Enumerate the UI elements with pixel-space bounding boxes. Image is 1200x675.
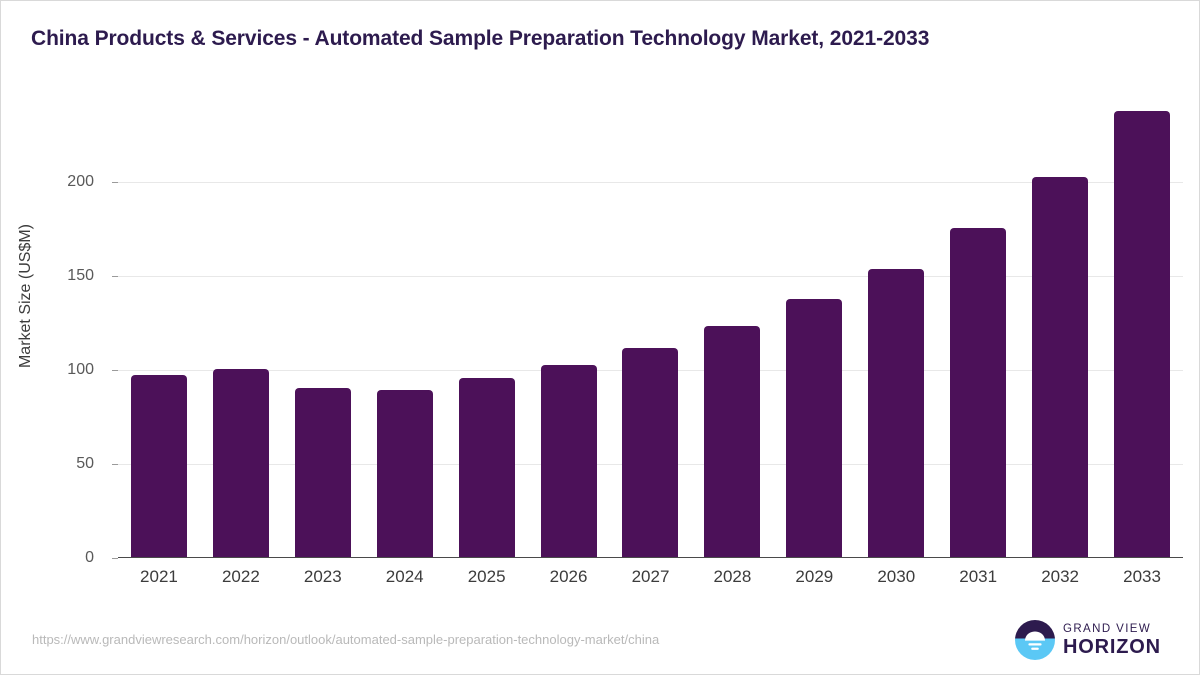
page-title: China Products & Services - Automated Sa… <box>31 27 930 50</box>
y-axis-tick-mark <box>112 558 118 559</box>
x-axis-tick-label: 2029 <box>795 567 834 586</box>
y-axis-tick-label: 100 <box>67 360 94 378</box>
x-axis-tick-label: 2024 <box>385 567 424 586</box>
x-axis-line <box>118 557 1183 558</box>
x-axis-tick-label: 2033 <box>1123 567 1161 586</box>
source-url-text: https://www.grandviewresearch.com/horizo… <box>32 632 660 647</box>
y-axis-tick-label: 150 <box>67 266 94 284</box>
logo-wordmark: GRAND VIEW HORIZON <box>1063 622 1175 658</box>
y-axis-tick-label: 50 <box>76 454 94 472</box>
bar-slot <box>364 85 446 557</box>
y-axis-tick-mark <box>112 463 118 465</box>
y-axis-title: Market Size (US$M) <box>17 223 34 369</box>
bar-slot <box>200 85 282 557</box>
bar-slot <box>282 85 364 557</box>
x-axis-tick-label: 2031 <box>959 567 998 586</box>
bar-slot <box>446 85 528 557</box>
x-axis-tick-label: 2023 <box>303 567 342 586</box>
bar[interactable] <box>212 368 269 557</box>
bar-slot <box>691 85 773 557</box>
bar-slot <box>118 85 200 557</box>
x-axis-tick-label: 2021 <box>140 567 178 586</box>
bar-slot <box>773 85 855 557</box>
bar-slot <box>1019 85 1101 557</box>
x-axis-tick-label: 2028 <box>713 567 752 586</box>
bar-slot <box>610 85 692 557</box>
horizon-logo-icon <box>1015 620 1055 660</box>
y-axis-tick-labels: 0 50 100 150 200 <box>1 86 106 566</box>
y-axis-tick-mark <box>112 369 118 371</box>
logo-line-1: GRAND VIEW <box>1063 623 1152 635</box>
x-axis-tick-label: 2032 <box>1041 567 1080 586</box>
y-axis-tick-mark <box>112 275 118 277</box>
y-axis-tick-label: 200 <box>67 172 94 190</box>
gridline <box>118 275 1183 277</box>
bar[interactable] <box>622 348 679 557</box>
bar[interactable] <box>130 374 187 557</box>
bar[interactable] <box>704 325 761 557</box>
y-axis-tick-mark <box>112 181 118 183</box>
x-axis-tick-labels: 2021 2022 2023 2024 2025 2026 2027 2028 2029 2030… <box>118 567 1183 597</box>
bar[interactable] <box>950 227 1007 557</box>
x-axis-tick-label: 2027 <box>631 567 670 586</box>
x-axis-tick-label: 2026 <box>549 567 588 586</box>
bar-slot <box>528 85 610 557</box>
x-axis-tick-label: 2030 <box>877 567 916 586</box>
gridline <box>118 181 1183 183</box>
logo-line-2: HORIZON <box>1063 636 1161 658</box>
y-axis-tick-label: 0 <box>85 549 94 566</box>
bar[interactable] <box>868 269 925 557</box>
bar[interactable] <box>294 387 351 557</box>
x-axis-tick-label: 2025 <box>467 567 506 586</box>
bar[interactable] <box>376 389 433 557</box>
bar[interactable] <box>458 378 515 557</box>
x-axis-tick-label: 2022 <box>221 567 260 586</box>
bar-slot <box>1101 85 1183 557</box>
bar-slot <box>855 85 937 557</box>
bar-slot <box>937 85 1019 557</box>
bar[interactable] <box>1032 177 1089 557</box>
bar[interactable] <box>1114 111 1171 557</box>
bar[interactable] <box>786 299 843 557</box>
grand-view-horizon-logo: GRAND VIEW HORIZON <box>1015 619 1175 663</box>
bar[interactable] <box>540 365 597 557</box>
plot-area <box>118 86 1183 558</box>
